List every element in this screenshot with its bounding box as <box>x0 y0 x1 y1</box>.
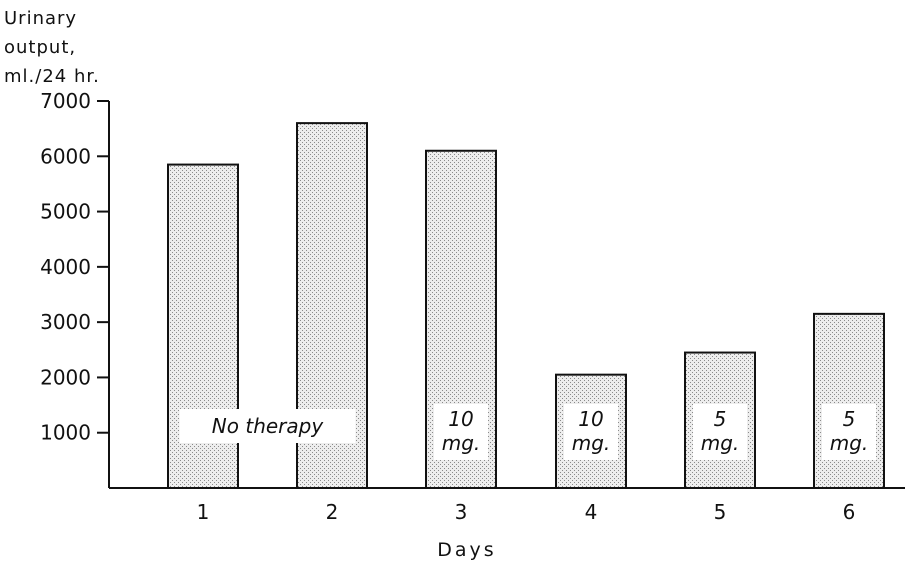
annotation-box <box>693 404 747 460</box>
y-tick-label: 3000 <box>40 310 91 334</box>
bar-day-6 <box>813 312 885 489</box>
dose-annotation: mg. <box>572 431 611 455</box>
y-axis-title-line-2: output, <box>4 37 76 58</box>
y-tick-label: 1000 <box>40 421 91 445</box>
annotation-box <box>822 404 876 460</box>
x-tick-label: 4 <box>585 500 598 524</box>
dose-annotation: 5 <box>714 407 727 431</box>
y-axis-title-line-1: Urinary <box>4 8 77 29</box>
y-tick-label: 4000 <box>40 255 91 279</box>
y-tick-label: 6000 <box>40 144 91 168</box>
dose-annotation: 10 <box>448 407 473 431</box>
y-tick-label: 2000 <box>40 365 91 389</box>
y-tick-label: 5000 <box>40 200 91 224</box>
dose-annotation: mg. <box>830 431 869 455</box>
dose-annotation: 10 <box>578 407 603 431</box>
x-tick-label: 1 <box>197 500 210 524</box>
annotation-box <box>434 404 488 460</box>
dose-annotation: mg. <box>442 431 481 455</box>
y-axis-title: Urinary output, ml./24 hr. <box>4 8 100 87</box>
x-tick-label: 2 <box>326 500 339 524</box>
annotation-box <box>179 409 356 443</box>
annotation-box <box>564 404 618 460</box>
x-tick-label: 6 <box>843 500 856 524</box>
dose-annotation: No therapy <box>212 414 325 438</box>
x-tick-label: 5 <box>714 500 727 524</box>
y-ticks-group: 1000 2000 3000 4000 5000 6000 7000 <box>40 89 109 445</box>
dose-annotation: 5 <box>843 407 856 431</box>
y-tick-label: 7000 <box>40 89 91 113</box>
x-tick-label: 3 <box>455 500 468 524</box>
x-axis-title: Days <box>437 539 496 561</box>
dose-annotation: mg. <box>701 431 740 455</box>
x-ticks-group: 1 2 3 4 5 6 <box>197 500 856 524</box>
y-axis-title-line-3: ml./24 hr. <box>4 66 100 87</box>
